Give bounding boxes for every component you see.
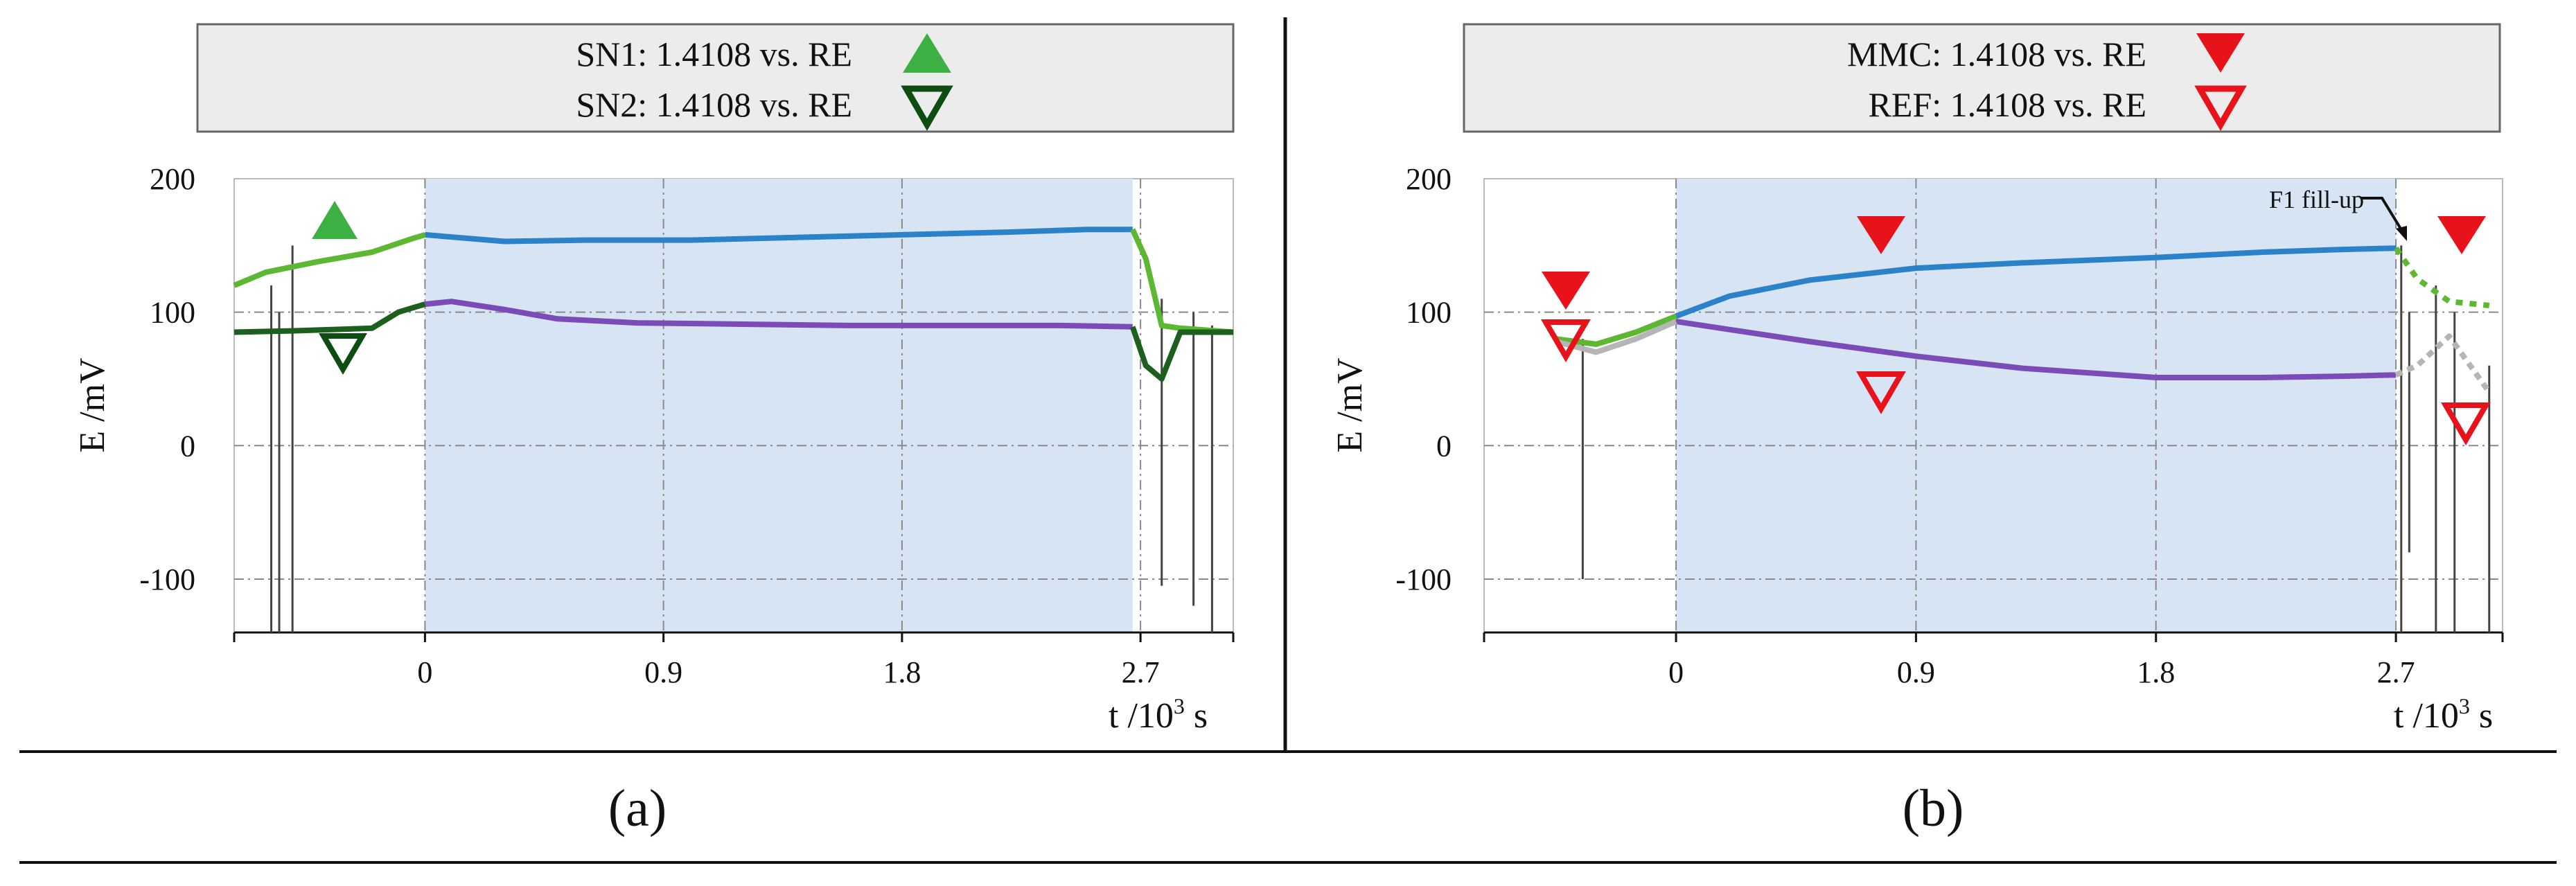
transient-spikes-a [270, 245, 1213, 632]
pre-segment-sn1 [233, 232, 426, 288]
transient-spikes-b [1581, 245, 2491, 632]
legend-label-sn2: SN2: 1.4108 vs. RE [576, 85, 852, 124]
series-line-sn1 [425, 227, 1133, 245]
panel-a: SN1: 1.4108 vs. RE SN2: 1.4108 vs. RE 20… [73, 23, 1235, 838]
triangle-down-filled-icon [1857, 216, 1905, 254]
panel-label-a: (a) [608, 779, 667, 838]
x-axis-title-b: t /103 s [2394, 693, 2493, 736]
series-line-ref [1675, 319, 2397, 380]
triangle-down-filled-icon [2437, 216, 2486, 254]
y-tick-labels-b: 200 100 0 -100 [1395, 162, 1452, 596]
pre-segment-ref [1555, 319, 1677, 355]
gridlines-b [1484, 179, 2503, 632]
y-tick-label: 200 [150, 162, 195, 196]
triangle-down-filled-icon [1542, 272, 1590, 310]
x-tick-label: 1.8 [883, 655, 921, 689]
series-line-mmc [1675, 245, 2397, 319]
panel-label-b: (b) [1903, 779, 1964, 838]
y-tick-label: -100 [139, 562, 195, 596]
y-axis-title-a: E /mV [73, 357, 112, 452]
x-tick-marks-b [1483, 632, 2504, 642]
x-tick-label: 2.7 [2377, 655, 2415, 689]
x-tick-label: 0.9 [1897, 655, 1935, 689]
y-tick-label: 0 [180, 429, 195, 463]
panel-b: MMC: 1.4108 vs. RE REF: 1.4108 vs. RE F1… [1330, 23, 2504, 838]
post-segment-mmc [2393, 246, 2490, 308]
x-tick-labels-a: 0 0.9 1.8 2.7 [417, 655, 1159, 689]
x-tick-label: 0.9 [644, 655, 682, 689]
triangle-up-filled-icon [312, 201, 358, 239]
pre-segment-sn2 [233, 301, 426, 335]
x-axis-title-a: t /103 s [1109, 693, 1208, 736]
triangle-down-filled-icon [2196, 33, 2245, 73]
triangle-down-open-icon [901, 85, 953, 132]
x-tick-label: 0 [1668, 655, 1684, 689]
x-tick-marks-a [233, 632, 1235, 642]
triangle-down-open-icon [1541, 319, 1591, 362]
annotation-arrow-icon [2361, 197, 2404, 233]
legend-label-mmc: MMC: 1.4108 vs. RE [1847, 35, 2146, 73]
triangle-up-filled-icon [903, 33, 951, 73]
x-tick-label: 2.7 [1122, 655, 1160, 689]
annotation-f1-fill-up: F1 fill-up [2269, 186, 2364, 213]
x-tick-label: 0 [417, 655, 432, 689]
x-tick-label: 1.8 [2137, 655, 2175, 689]
post-segment-sn2 [1129, 326, 1233, 382]
arrowhead-icon [2396, 226, 2407, 241]
shaded-region-b [1676, 179, 2397, 632]
triangle-down-open-icon [319, 333, 367, 375]
y-axis-title-b: E /mV [1330, 357, 1370, 452]
y-tick-label: 0 [1436, 429, 1452, 463]
y-tick-label: 100 [1406, 296, 1452, 330]
legend-label-ref: REF: 1.4108 vs. RE [1869, 85, 2146, 124]
triangle-down-open-icon [2194, 85, 2247, 132]
legend-box-a [196, 23, 1235, 133]
legend-box-b [1463, 23, 2501, 133]
legend-label-sn1: SN1: 1.4108 vs. RE [576, 35, 852, 73]
series-line-sn2 [424, 299, 1133, 330]
y-tick-label: 200 [1406, 162, 1452, 196]
y-tick-label: -100 [1395, 562, 1452, 596]
y-tick-labels-a: 200 100 0 -100 [139, 162, 195, 596]
triangle-down-open-icon [2441, 402, 2491, 445]
shaded-region-a [425, 179, 1133, 632]
y-tick-label: 100 [150, 296, 195, 330]
x-tick-labels-b: 0 0.9 1.8 2.7 [1668, 655, 2415, 689]
triangle-down-open-icon [1856, 371, 1906, 414]
post-segment-ref [2394, 333, 2492, 394]
